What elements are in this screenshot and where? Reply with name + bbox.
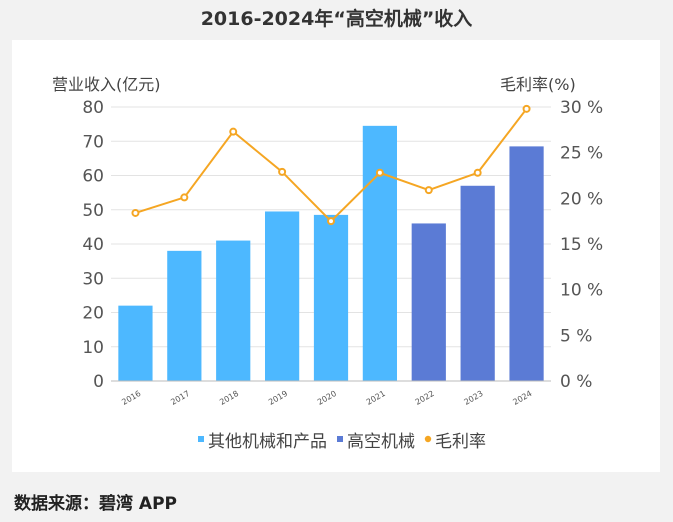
right-tick-label: 25 % — [560, 144, 603, 164]
bar — [460, 185, 495, 381]
legend-marker — [424, 435, 432, 443]
right-tick-label: 5 % — [560, 326, 592, 346]
left-tick-label: 70 — [82, 132, 104, 152]
right-tick-label: 15 % — [560, 235, 603, 255]
x-tick-label: 2023 — [463, 389, 485, 407]
left-axis-title: 营业收入(亿元) — [52, 75, 161, 94]
margin-point — [424, 186, 433, 195]
revenue-chart: 0 10 20 30 40 50 60 70 80 0 % 5 % 10 % 15 % 20 % 25 % 3… — [52, 75, 603, 452]
bar — [362, 125, 397, 382]
left-tick-label: 30 — [82, 269, 104, 289]
right-tick-label: 10 % — [560, 281, 603, 301]
margin-point — [278, 167, 287, 176]
legend-label: 毛利率 — [435, 432, 486, 452]
bar — [265, 211, 300, 381]
x-tick-label: 2016 — [120, 389, 142, 407]
right-tick-label: 20 % — [560, 189, 603, 209]
right-axis-title: 毛利率(%) — [500, 75, 576, 94]
right-tick-label: 30 % — [560, 98, 603, 118]
right-tick-label: 0 % — [560, 372, 592, 392]
chart-title: 2016-2024年“高空机械”收入 — [200, 8, 473, 30]
left-tick-label: 80 — [82, 98, 104, 118]
left-tick-label: 50 — [82, 201, 104, 221]
x-tick-label: 2020 — [316, 389, 338, 407]
bar — [216, 240, 251, 381]
x-tick-label: 2022 — [414, 389, 436, 407]
legend-marker — [198, 436, 204, 442]
bar — [167, 250, 202, 381]
x-tick-label: 2017 — [169, 389, 191, 407]
margin-point — [473, 168, 482, 177]
margin-point — [327, 217, 335, 226]
bar — [509, 146, 544, 381]
margin-point — [131, 208, 140, 217]
bar — [313, 214, 349, 381]
legend-label: 高空机械 — [347, 432, 415, 452]
chart-card: 0 10 20 30 40 50 60 70 80 0 % 5 % 10 % 15 % 20 % 25 % 3… — [12, 40, 660, 472]
left-tick-label: 40 — [82, 235, 104, 255]
margin-point — [229, 127, 238, 136]
x-tick-label: 2021 — [365, 389, 387, 407]
left-tick-label: 0 — [93, 372, 104, 392]
data-source: 数据来源：碧湾 APP — [14, 494, 177, 514]
margin-point — [180, 193, 189, 202]
margin-point — [522, 104, 531, 113]
x-tick-label: 2018 — [218, 389, 240, 407]
left-tick-label: 10 — [82, 338, 104, 358]
legend-marker — [337, 436, 343, 442]
bar — [118, 305, 153, 381]
legend-label: 其他机械和产品 — [208, 432, 327, 452]
left-tick-label: 20 — [82, 304, 104, 324]
x-tick-label: 2019 — [267, 389, 289, 407]
left-tick-label: 60 — [82, 167, 104, 187]
bar — [411, 223, 446, 381]
margin-point — [375, 168, 384, 177]
x-tick-label: 2024 — [511, 389, 533, 407]
